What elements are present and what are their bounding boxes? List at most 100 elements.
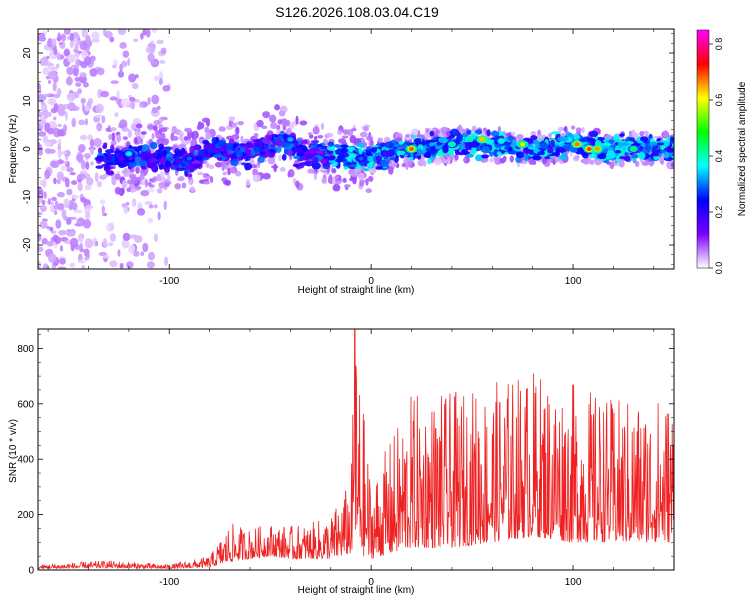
heatmap-cell: [427, 158, 432, 165]
heatmap-cell: [71, 117, 77, 128]
heatmap-cell: [113, 150, 124, 155]
heatmap-cell: [436, 142, 442, 146]
heatmap-cell: [134, 156, 141, 162]
heatmap-cell: [630, 154, 640, 159]
heatmap-cell: [151, 29, 157, 34]
snr-series-line: [38, 329, 674, 570]
heatmap-cell: [156, 188, 163, 194]
heatmap-cell: [56, 178, 61, 185]
heatmap-cell: [94, 114, 103, 118]
heatmap-cell: [601, 148, 609, 154]
heatmap-cell: [116, 134, 122, 143]
heatmap-cell: [594, 147, 600, 151]
heatmap-cell: [262, 172, 271, 180]
heatmap-cell: [142, 29, 147, 36]
heatmap-cell: [52, 81, 57, 92]
heatmap-cell: [340, 152, 350, 158]
heatmap-cell: [122, 232, 131, 241]
heatmap-cell: [121, 179, 128, 189]
heatmap-cell: [664, 151, 669, 159]
heatmap-cell: [307, 152, 314, 159]
heatmap-cell: [57, 266, 67, 269]
heatmap-cell: [459, 142, 465, 150]
heatmap-cell: [58, 257, 66, 265]
heatmap-cell: [486, 129, 491, 137]
heatmap-cell: [111, 64, 117, 69]
y-tick-label: 10: [22, 95, 33, 107]
heatmap-cell: [38, 260, 41, 269]
heatmap-cell: [405, 161, 409, 171]
heatmap-cell: [563, 125, 568, 133]
heatmap-cell: [570, 125, 576, 130]
heatmap-cell: [148, 204, 154, 209]
heatmap-cell: [85, 34, 91, 45]
heatmap-cell: [638, 152, 646, 160]
heatmap-cell: [307, 132, 313, 136]
heatmap-cell: [79, 72, 87, 78]
heatmap-cell: [144, 178, 148, 188]
heatmap-cell: [214, 161, 223, 168]
heatmap-cell: [587, 137, 596, 144]
heatmap-cell: [80, 97, 86, 104]
heatmap-cell: [41, 178, 47, 188]
heatmap-cell: [509, 155, 514, 163]
heatmap-cell: [295, 115, 299, 125]
heatmap-cell: [206, 152, 212, 158]
heatmap-cell: [547, 146, 554, 154]
heatmap-cell: [66, 231, 75, 237]
heatmap-cell: [164, 160, 172, 168]
heatmap-cell: [47, 197, 52, 206]
heatmap-cell: [57, 138, 62, 146]
snr-x-ticks: -100 0 100: [47, 329, 655, 588]
heatmap-cell: [279, 166, 286, 172]
heatmap-cell: [127, 58, 131, 67]
heatmap-cell: [396, 150, 406, 156]
heatmap-cell: [46, 55, 50, 60]
heatmap-cell: [95, 103, 104, 114]
colorbar-gradient: [696, 29, 710, 269]
heatmap-cell: [335, 159, 343, 163]
heatmap-cell: [80, 160, 86, 170]
heatmap-cell: [286, 149, 293, 156]
heatmap-cell: [397, 144, 407, 148]
heatmap-cell: [161, 138, 170, 146]
heatmap-cell: [64, 177, 70, 188]
heatmap-cell: [42, 67, 50, 76]
heatmap-cell: [135, 160, 141, 167]
heatmap-cell: [117, 29, 127, 36]
heatmap-cell: [43, 109, 49, 119]
heatmap-cell: [83, 153, 90, 158]
heatmap-cell: [367, 162, 373, 168]
heatmap-cell: [601, 145, 609, 149]
heatmap-cell: [425, 128, 430, 133]
heatmap-cell: [226, 142, 233, 150]
heatmap-cell: [108, 242, 114, 247]
heatmap-cell: [631, 147, 637, 151]
heatmap-cell: [78, 75, 87, 84]
heatmap-cell: [56, 52, 61, 61]
heatmap-cell: [193, 151, 199, 156]
x-tick-label: -100: [159, 276, 179, 287]
heatmap-cell: [524, 153, 529, 162]
heatmap-cell: [140, 165, 147, 170]
heatmap-cell: [146, 161, 156, 169]
heatmap-cell: [582, 157, 591, 165]
heatmap-cell: [101, 115, 106, 124]
x-tick-label: 100: [565, 276, 582, 287]
heatmap-cell: [81, 103, 85, 112]
heatmap-cell: [151, 107, 158, 114]
heatmap-cell: [320, 122, 325, 130]
heatmap-cell: [74, 223, 81, 227]
heatmap-cell: [259, 145, 266, 151]
heatmap-cell: [670, 161, 674, 169]
heatmap-cell: [550, 139, 555, 148]
heatmap-cell: [77, 259, 87, 264]
heatmap-cell: [355, 142, 365, 148]
heatmap-cell: [334, 148, 344, 155]
heatmap-cell: [96, 122, 103, 132]
heatmap-cell: [530, 135, 538, 141]
heatmap-cell: [67, 102, 76, 112]
heatmap-cell: [202, 180, 210, 185]
heatmap-cell: [114, 186, 122, 195]
heatmap-cell: [405, 134, 410, 138]
